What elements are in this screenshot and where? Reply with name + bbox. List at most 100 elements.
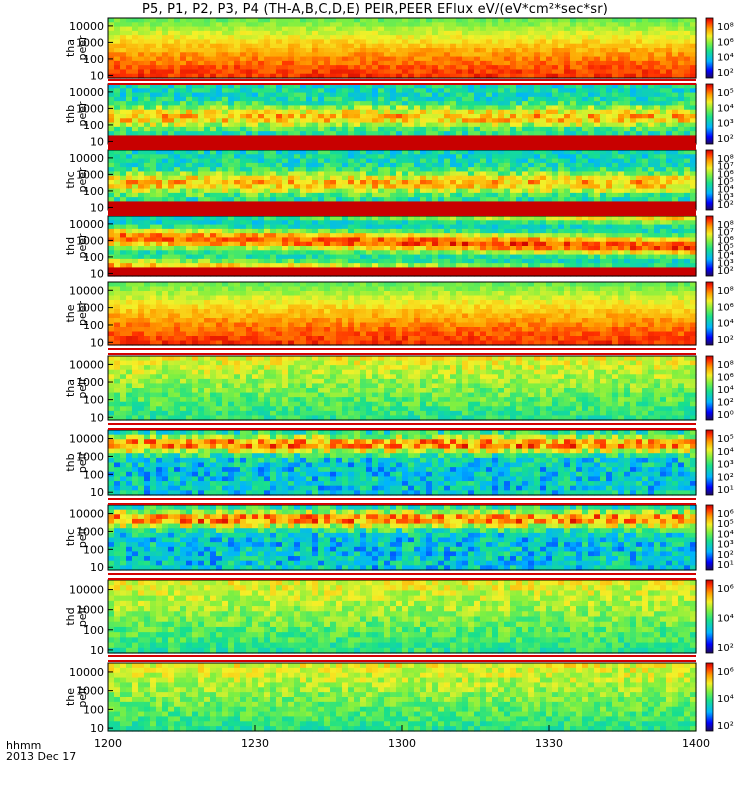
heatmap-cell [312,241,319,247]
heatmap-cell [486,118,493,124]
heatmap-cell [294,65,301,71]
heatmap-cell [246,237,253,243]
heatmap-cell [192,73,199,79]
heatmap-cell [582,73,589,79]
heatmap-cell [186,60,193,66]
heatmap-cell [540,18,547,23]
heatmap-cell [648,92,655,98]
heatmap-cell [504,197,511,203]
heatmap-cell [546,122,553,128]
heatmap-cell [600,101,607,107]
heatmap-cell [588,192,595,198]
heatmap-cell [654,69,661,75]
heatmap-cell [204,43,211,49]
heatmap-cell [558,201,565,207]
heatmap-cell [420,35,427,41]
heatmap-cell [144,73,151,79]
heatmap-cell [366,18,373,23]
heatmap-cell [138,118,145,124]
heatmap-cell [360,30,367,36]
heatmap-cell [504,167,511,173]
heatmap-cell [366,184,373,190]
heatmap-cell [360,184,367,190]
heatmap-cell [288,241,295,247]
heatmap-cell [426,220,433,226]
heatmap-cell [390,26,397,32]
heatmap-cell [660,39,667,45]
heatmap-cell [474,171,481,177]
heatmap-cell [294,43,301,49]
heatmap-cell [330,184,337,190]
heatmap-cell [168,39,175,45]
heatmap-cell [654,126,661,132]
heatmap-cell [690,105,697,111]
heatmap-cell [414,228,421,234]
heatmap-cell [312,205,319,211]
heatmap-cell [648,73,655,79]
heatmap-cell [372,250,379,256]
heatmap-cell [522,35,529,41]
heatmap-cell [354,126,361,132]
heatmap-cell [636,184,643,190]
heatmap-cell [144,154,151,160]
heatmap-cell [486,101,493,107]
heatmap-cell [600,39,607,45]
heatmap-cell [282,192,289,198]
heatmap-cell [558,192,565,198]
heatmap-cell [354,26,361,32]
heatmap-cell [552,171,559,177]
heatmap-cell [684,18,691,23]
heatmap-cell [336,150,343,155]
heatmap-cell [444,60,451,66]
heatmap-cell [438,246,445,251]
heatmap-cell [108,131,115,137]
heatmap-cell [468,30,475,36]
heatmap-cell [522,26,529,32]
heatmap-cell [420,267,427,273]
heatmap-cell [270,30,277,36]
heatmap-cell [630,131,637,137]
heatmap-cell [288,43,295,49]
heatmap-cell [258,84,265,89]
heatmap-cell [654,150,661,155]
heatmap-cell [348,26,355,32]
heatmap-cell [450,60,457,66]
heatmap-cell [342,216,349,221]
heatmap-cell [528,139,535,145]
heatmap-cell [534,26,541,32]
heatmap-cell [120,192,127,198]
heatmap-cell [600,69,607,75]
heatmap-cell [120,96,127,102]
heatmap-cell [690,84,697,89]
heatmap-cell [564,18,571,23]
heatmap-cell [210,18,217,23]
heatmap-cell [216,43,223,49]
heatmap-cell [330,26,337,32]
heatmap-cell [204,126,211,132]
heatmap-cell [498,73,505,79]
heatmap-cell [300,271,307,277]
heatmap-cell [192,150,199,155]
heatmap-cell [336,254,343,260]
heatmap-cell [234,237,241,243]
heatmap-cell [126,48,133,53]
heatmap-cell [486,48,493,53]
heatmap-cell [474,22,481,28]
heatmap-cell [198,197,205,203]
heatmap-cell [318,118,325,124]
heatmap-cell [576,88,583,94]
heatmap-cell [606,101,613,107]
heatmap-cell [360,263,367,269]
heatmap-cell [186,175,193,181]
heatmap-cell [186,22,193,28]
heatmap-cell [168,271,175,277]
heatmap-cell [132,237,139,243]
heatmap-cell [600,139,607,145]
heatmap-cell [114,122,121,128]
heatmap-cell [678,114,685,119]
heatmap-cell [426,126,433,132]
heatmap-cell [606,30,613,36]
heatmap-cell [390,96,397,102]
heatmap-cell [228,114,235,119]
heatmap-cell [660,48,667,53]
